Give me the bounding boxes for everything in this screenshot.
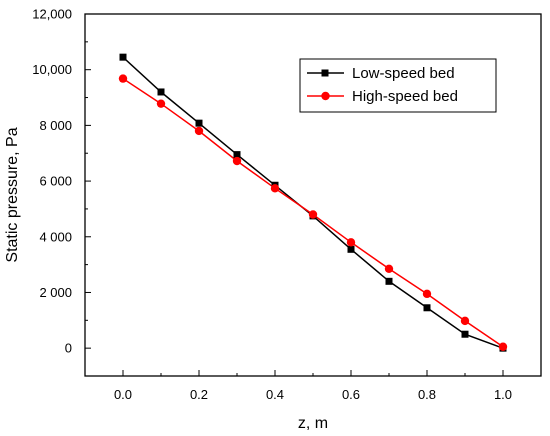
- data-point-circle: [308, 210, 318, 219]
- data-point-square: [195, 119, 203, 127]
- legend-box: [299, 58, 497, 113]
- data-point-square: [157, 88, 165, 96]
- legend-label-high-speed: High-speed bed: [352, 88, 458, 105]
- data-point-circle: [498, 342, 508, 351]
- y-tick-label: 8 000: [39, 118, 72, 133]
- series-layer: [118, 53, 508, 352]
- data-point-square: [119, 53, 127, 61]
- legend-marker-high-speed: [321, 91, 330, 101]
- x-tick-label: 0.0: [114, 387, 132, 402]
- data-point-circle: [460, 316, 470, 326]
- y-tick-label: 12,000: [32, 7, 72, 22]
- data-point-square: [423, 304, 431, 312]
- data-point-circle: [156, 99, 166, 108]
- x-tick-label: 0.6: [342, 387, 360, 402]
- x-tick-label: 0.2: [190, 387, 208, 402]
- data-point-circle: [346, 238, 356, 247]
- data-point-circle: [384, 264, 394, 273]
- legend-marker-low-speed: [321, 69, 329, 77]
- y-tick-label: 0: [65, 341, 72, 356]
- x-tick-label: 1.0: [494, 387, 512, 402]
- data-point-circle: [118, 74, 128, 83]
- legend-label-low-speed: Low-speed bed: [352, 65, 455, 82]
- data-point-square: [347, 245, 355, 253]
- data-point-circle: [232, 156, 242, 166]
- x-tick-label: 0.4: [266, 387, 284, 402]
- data-point-square: [461, 330, 469, 338]
- data-point-circle: [194, 126, 204, 136]
- y-tick-label: 2 000: [39, 285, 72, 300]
- x-axis-title: z, m: [298, 415, 328, 432]
- legend: Low-speed bed High-speed bed: [299, 58, 497, 113]
- data-point-circle: [422, 289, 432, 299]
- y-axis-title: Static pressure, Pa: [4, 127, 21, 262]
- data-point-square: [233, 151, 241, 159]
- y-tick-label: 6 000: [39, 174, 72, 189]
- y-tick-label: 10,000: [32, 62, 72, 77]
- y-tick-label: 4 000: [39, 229, 72, 244]
- x-tick-label: 0.8: [418, 387, 436, 402]
- axis-ticks: 0 2 000 4 000 6 000 8 000 10,000 12,000 0.0 0.2 0…: [32, 7, 542, 402]
- data-point-circle: [270, 184, 280, 193]
- data-point-square: [385, 277, 393, 285]
